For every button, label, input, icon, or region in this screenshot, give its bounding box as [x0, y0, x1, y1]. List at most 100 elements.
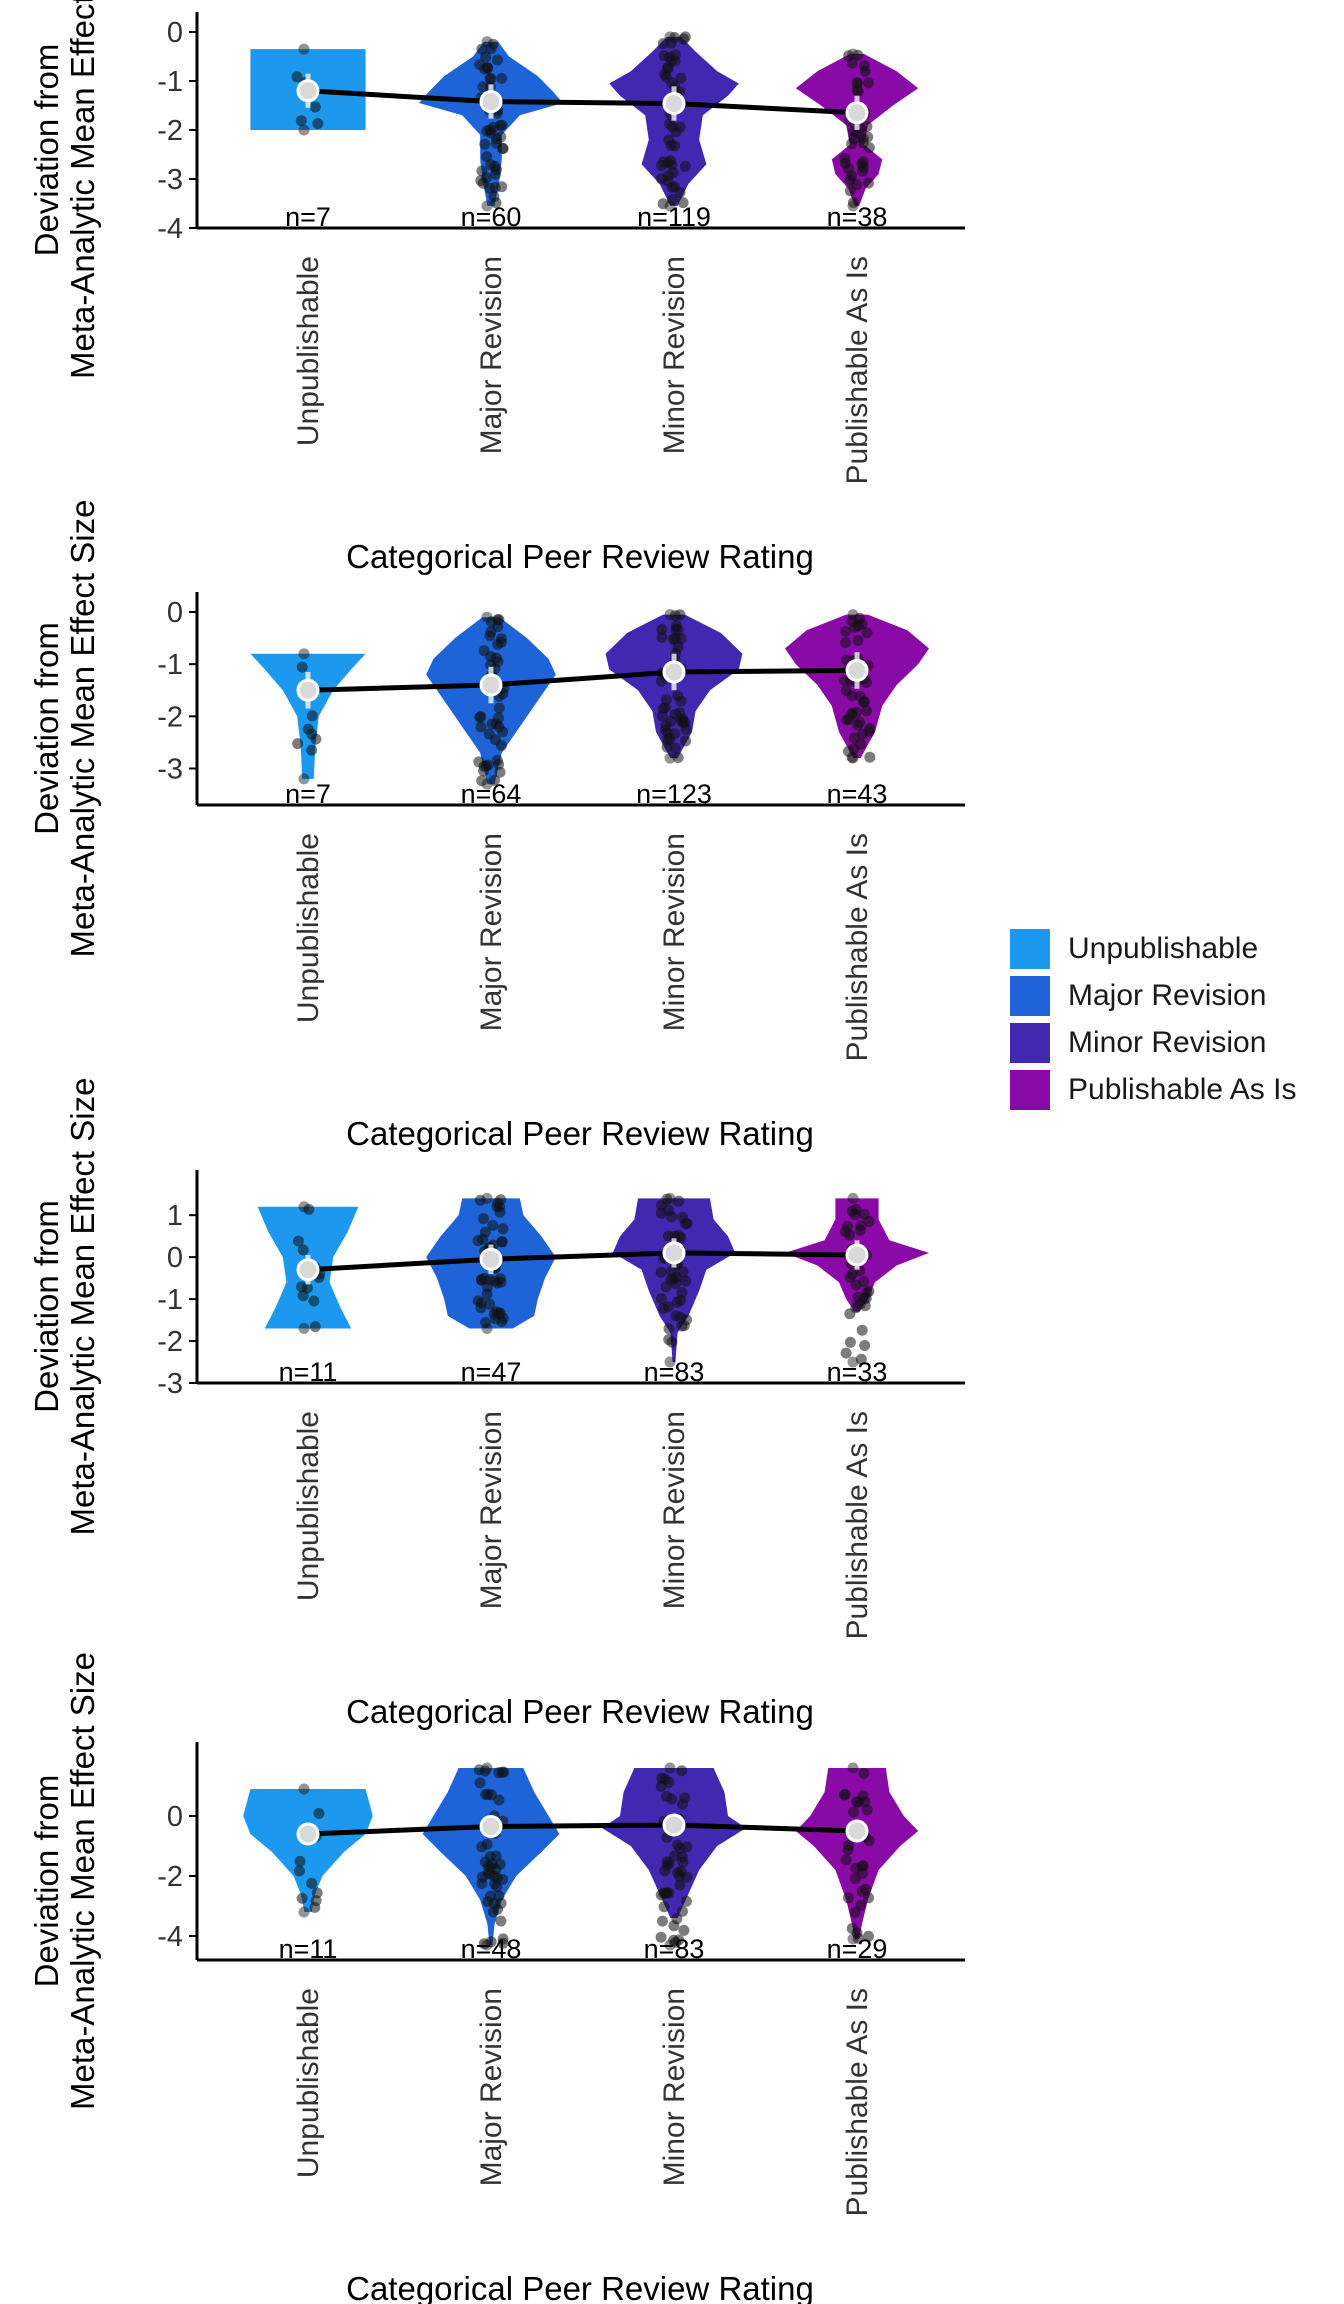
- data-point: [493, 614, 505, 626]
- count-label: n=7: [285, 202, 331, 232]
- data-point: [477, 81, 489, 93]
- data-point: [474, 711, 486, 723]
- data-point: [495, 131, 507, 143]
- y-tick-label: -1: [157, 1284, 183, 1316]
- data-point: [678, 1924, 690, 1936]
- data-point: [659, 1865, 671, 1877]
- data-point: [858, 1208, 870, 1220]
- violin-publishable-as-is: [795, 1768, 919, 1939]
- data-point: [664, 1356, 676, 1368]
- data-point: [852, 49, 864, 61]
- y-tick-label: -1: [157, 66, 183, 98]
- mean-marker: [845, 658, 869, 682]
- mean-marker: [479, 1247, 503, 1271]
- mean-line: [307, 667, 858, 693]
- data-point: [497, 1933, 509, 1945]
- mean-marker: [662, 92, 686, 115]
- data-point: [484, 1851, 496, 1862]
- data-point: [863, 726, 875, 738]
- count-label: n=7: [285, 779, 331, 809]
- data-point: [655, 1293, 667, 1305]
- chart-panel-4: 0 -2 -4 n=11 n=48 n=83 n=29 Unpublishable Major …: [28, 1652, 965, 2304]
- data-point: [476, 1878, 488, 1889]
- x-tick-label-minor-revision: Minor Revision: [658, 256, 691, 454]
- data-point: [840, 1347, 852, 1359]
- count-label: n=60: [461, 202, 522, 232]
- data-point: [657, 38, 669, 50]
- data-point: [665, 715, 677, 727]
- data-point: [852, 1291, 864, 1303]
- data-point: [309, 1901, 321, 1913]
- data-point: [856, 1885, 868, 1897]
- data-point: [848, 1806, 859, 1818]
- data-point: [485, 1936, 497, 1948]
- data-point: [663, 1334, 675, 1345]
- data-point: [292, 738, 304, 750]
- data-point: [859, 1340, 871, 1351]
- data-point: [680, 1275, 692, 1287]
- mean-marker: [845, 1243, 869, 1267]
- x-tick-label-unpublishable: Unpublishable: [292, 833, 325, 1023]
- y-axis-title-line-2: Meta-Analytic Mean Effect Size: [64, 1078, 101, 1536]
- data-point: [671, 1913, 683, 1925]
- data-point: [298, 1783, 310, 1795]
- data-point: [306, 1877, 318, 1889]
- x-tick-label-publishable-as-is: Publishable As Is: [841, 256, 874, 484]
- data-point: [847, 48, 859, 60]
- data-point: [306, 710, 318, 722]
- data-point: [674, 1879, 686, 1891]
- data-point: [298, 1906, 310, 1918]
- data-point: [671, 620, 682, 632]
- data-point: [863, 177, 875, 189]
- data-point: [863, 77, 874, 89]
- count-label: n=43: [827, 779, 888, 809]
- data-point: [858, 1276, 870, 1288]
- data-point: [678, 1320, 690, 1332]
- data-point: [669, 32, 681, 43]
- data-point: [487, 1219, 499, 1231]
- data-point: [481, 778, 493, 790]
- data-point: [474, 1777, 486, 1789]
- count-label: n=11: [279, 1934, 338, 1964]
- data-point: [856, 158, 868, 170]
- data-point: [658, 1901, 670, 1913]
- data-point: [476, 43, 488, 55]
- data-point: [664, 1939, 676, 1951]
- data-point: [308, 1295, 320, 1307]
- data-point: [297, 1244, 309, 1256]
- y-tick-label: -2: [157, 701, 183, 733]
- data-point: [842, 1844, 854, 1856]
- data-point: [496, 1236, 508, 1248]
- data-point: [843, 1892, 854, 1904]
- data-point: [676, 1851, 688, 1863]
- data-point: [482, 1788, 494, 1800]
- data-point: [309, 101, 321, 113]
- y-axis-title-line-2: Meta-Analytic Mean Effect Size: [64, 0, 101, 379]
- data-point: [669, 633, 681, 645]
- count-label: n=123: [636, 779, 712, 809]
- data-point: [474, 1194, 486, 1206]
- data-point: [671, 1296, 683, 1308]
- data-point: [854, 716, 866, 728]
- legend: Unpublishable Major Revision Minor Revis…: [1010, 925, 1330, 1113]
- data-point: [487, 38, 499, 50]
- data-point: [840, 1854, 852, 1866]
- data-point: [855, 738, 867, 750]
- data-point: [864, 751, 876, 763]
- count-label: n=11: [279, 1357, 338, 1387]
- data-point: [675, 715, 687, 727]
- legend-swatch-unpublishable: [1010, 928, 1050, 969]
- mean-marker: [296, 678, 320, 702]
- data-point: [847, 200, 859, 212]
- data-point: [306, 744, 318, 756]
- data-point: [493, 758, 505, 770]
- data-point: [856, 1324, 868, 1336]
- data-point: [495, 633, 507, 645]
- mean-marker: [479, 1815, 503, 1838]
- data-point: [840, 637, 851, 649]
- data-point: [489, 182, 501, 193]
- data-point: [839, 1226, 851, 1238]
- data-point: [861, 705, 872, 717]
- data-point: [485, 159, 497, 171]
- y-tick-label: 0: [167, 1801, 183, 1833]
